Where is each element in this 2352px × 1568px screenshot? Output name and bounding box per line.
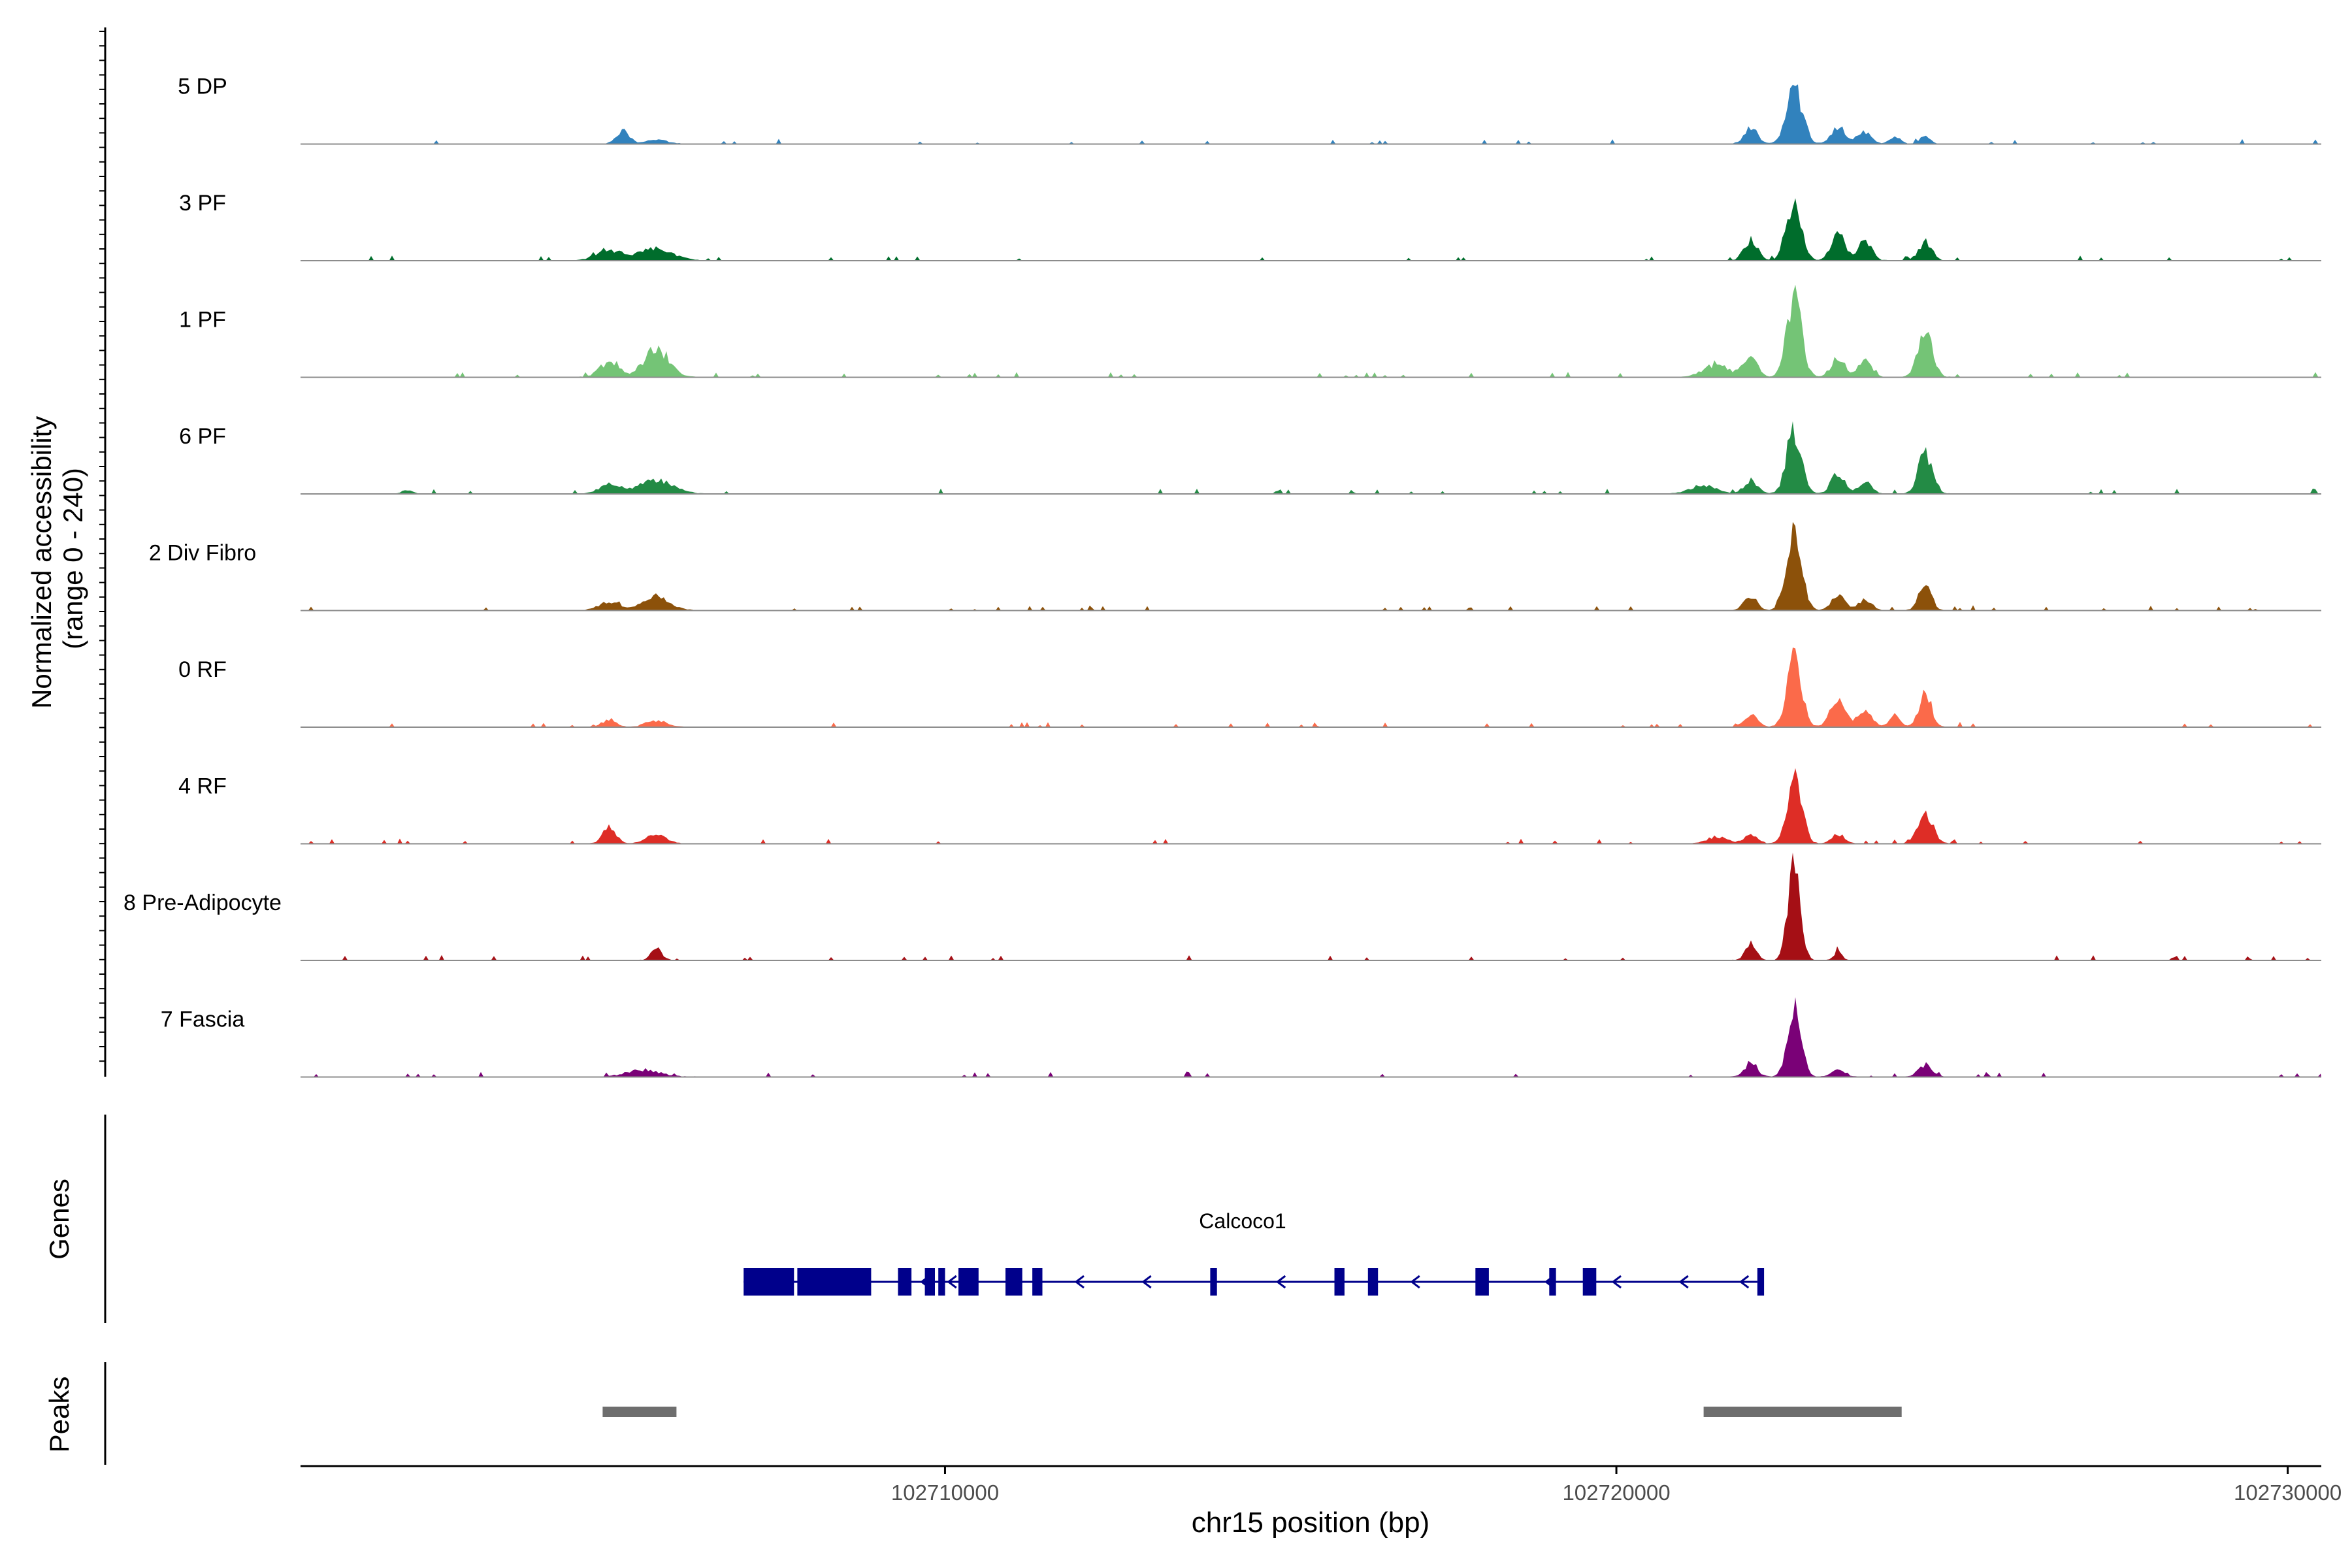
track-label: 6 PF xyxy=(179,424,226,449)
strand-arrow xyxy=(1275,1275,1286,1289)
x-axis-title: chr15 position (bp) xyxy=(1192,1507,1429,1539)
track-label: 5 DP xyxy=(178,74,227,99)
peak-regions xyxy=(602,1407,1902,1417)
y-axis-title: Normalized accessibility (range 0 - 240) xyxy=(26,408,88,709)
gene-exon xyxy=(1367,1268,1379,1296)
track-1: 5 DP xyxy=(178,74,2321,145)
gene-exon xyxy=(1210,1268,1217,1296)
gene-exon xyxy=(1005,1268,1022,1296)
y-axis-title-line-1: Normalized accessibility xyxy=(26,416,57,709)
peaks-panel-label: Peaks xyxy=(44,1377,74,1453)
gene-exon xyxy=(797,1268,872,1296)
track-8: 8 Pre-Adipocyte xyxy=(123,853,2321,961)
gene-exon xyxy=(1549,1268,1556,1296)
gene-exon xyxy=(1757,1268,1765,1296)
x-tick-label: 102730000 xyxy=(2234,1480,2342,1505)
track-label: 7 Fascia xyxy=(161,1007,245,1032)
track-6: 0 RF xyxy=(178,647,2321,728)
track-7: 4 RF xyxy=(178,768,2321,845)
strand-arrow xyxy=(947,1275,957,1289)
track-5: 2 Div Fibro xyxy=(149,521,2321,612)
genes-panel-label: Genes xyxy=(44,1179,74,1260)
track-9: 7 Fascia xyxy=(161,997,2321,1078)
x-tick-label: 102710000 xyxy=(891,1480,999,1505)
gene-exon xyxy=(898,1268,912,1296)
gene-exon xyxy=(1582,1268,1597,1296)
y-axis-title-line-2: (range 0 - 240) xyxy=(57,468,88,649)
track-label: 4 RF xyxy=(178,774,227,799)
strand-arrow xyxy=(1410,1275,1420,1289)
track-3: 1 PF xyxy=(179,284,2321,378)
strand-arrow xyxy=(1678,1275,1689,1289)
track-label: 8 Pre-Adipocyte xyxy=(123,890,282,915)
track-label: 0 RF xyxy=(178,657,227,682)
strand-arrow xyxy=(1611,1275,1622,1289)
gene-name-label: Calcoco1 xyxy=(1199,1209,1286,1233)
x-axis-ticks: 102710000 102720000 102730000 xyxy=(891,1466,2342,1505)
track-2: 3 PF xyxy=(179,191,2321,261)
gene-exon xyxy=(743,1268,794,1296)
peak-region xyxy=(1703,1407,1902,1417)
peak-region xyxy=(602,1407,677,1417)
gene-exon xyxy=(938,1268,945,1296)
gene-exon xyxy=(1475,1268,1489,1296)
gene-exon xyxy=(958,1268,979,1296)
gene-model xyxy=(743,1268,1765,1296)
coverage-tracks: 5 DP 3 PF 1 PF 6 PF 2 Div Fibro 0 RF 4 RF 8 Pre… xyxy=(123,74,2321,1078)
x-tick-label: 102720000 xyxy=(1562,1480,1670,1505)
track-label: 1 PF xyxy=(179,308,226,333)
gene-exon xyxy=(1334,1268,1345,1296)
strand-arrow xyxy=(1739,1275,1750,1289)
coverage-y-ticks xyxy=(99,31,105,1062)
strand-arrow xyxy=(1074,1275,1085,1289)
strand-arrow xyxy=(1141,1275,1152,1289)
gene-exon xyxy=(1032,1268,1043,1296)
gene-exon xyxy=(924,1268,935,1296)
track-label: 2 Div Fibro xyxy=(149,541,256,566)
track-label: 3 PF xyxy=(179,191,226,216)
track-4: 6 PF xyxy=(179,421,2321,495)
